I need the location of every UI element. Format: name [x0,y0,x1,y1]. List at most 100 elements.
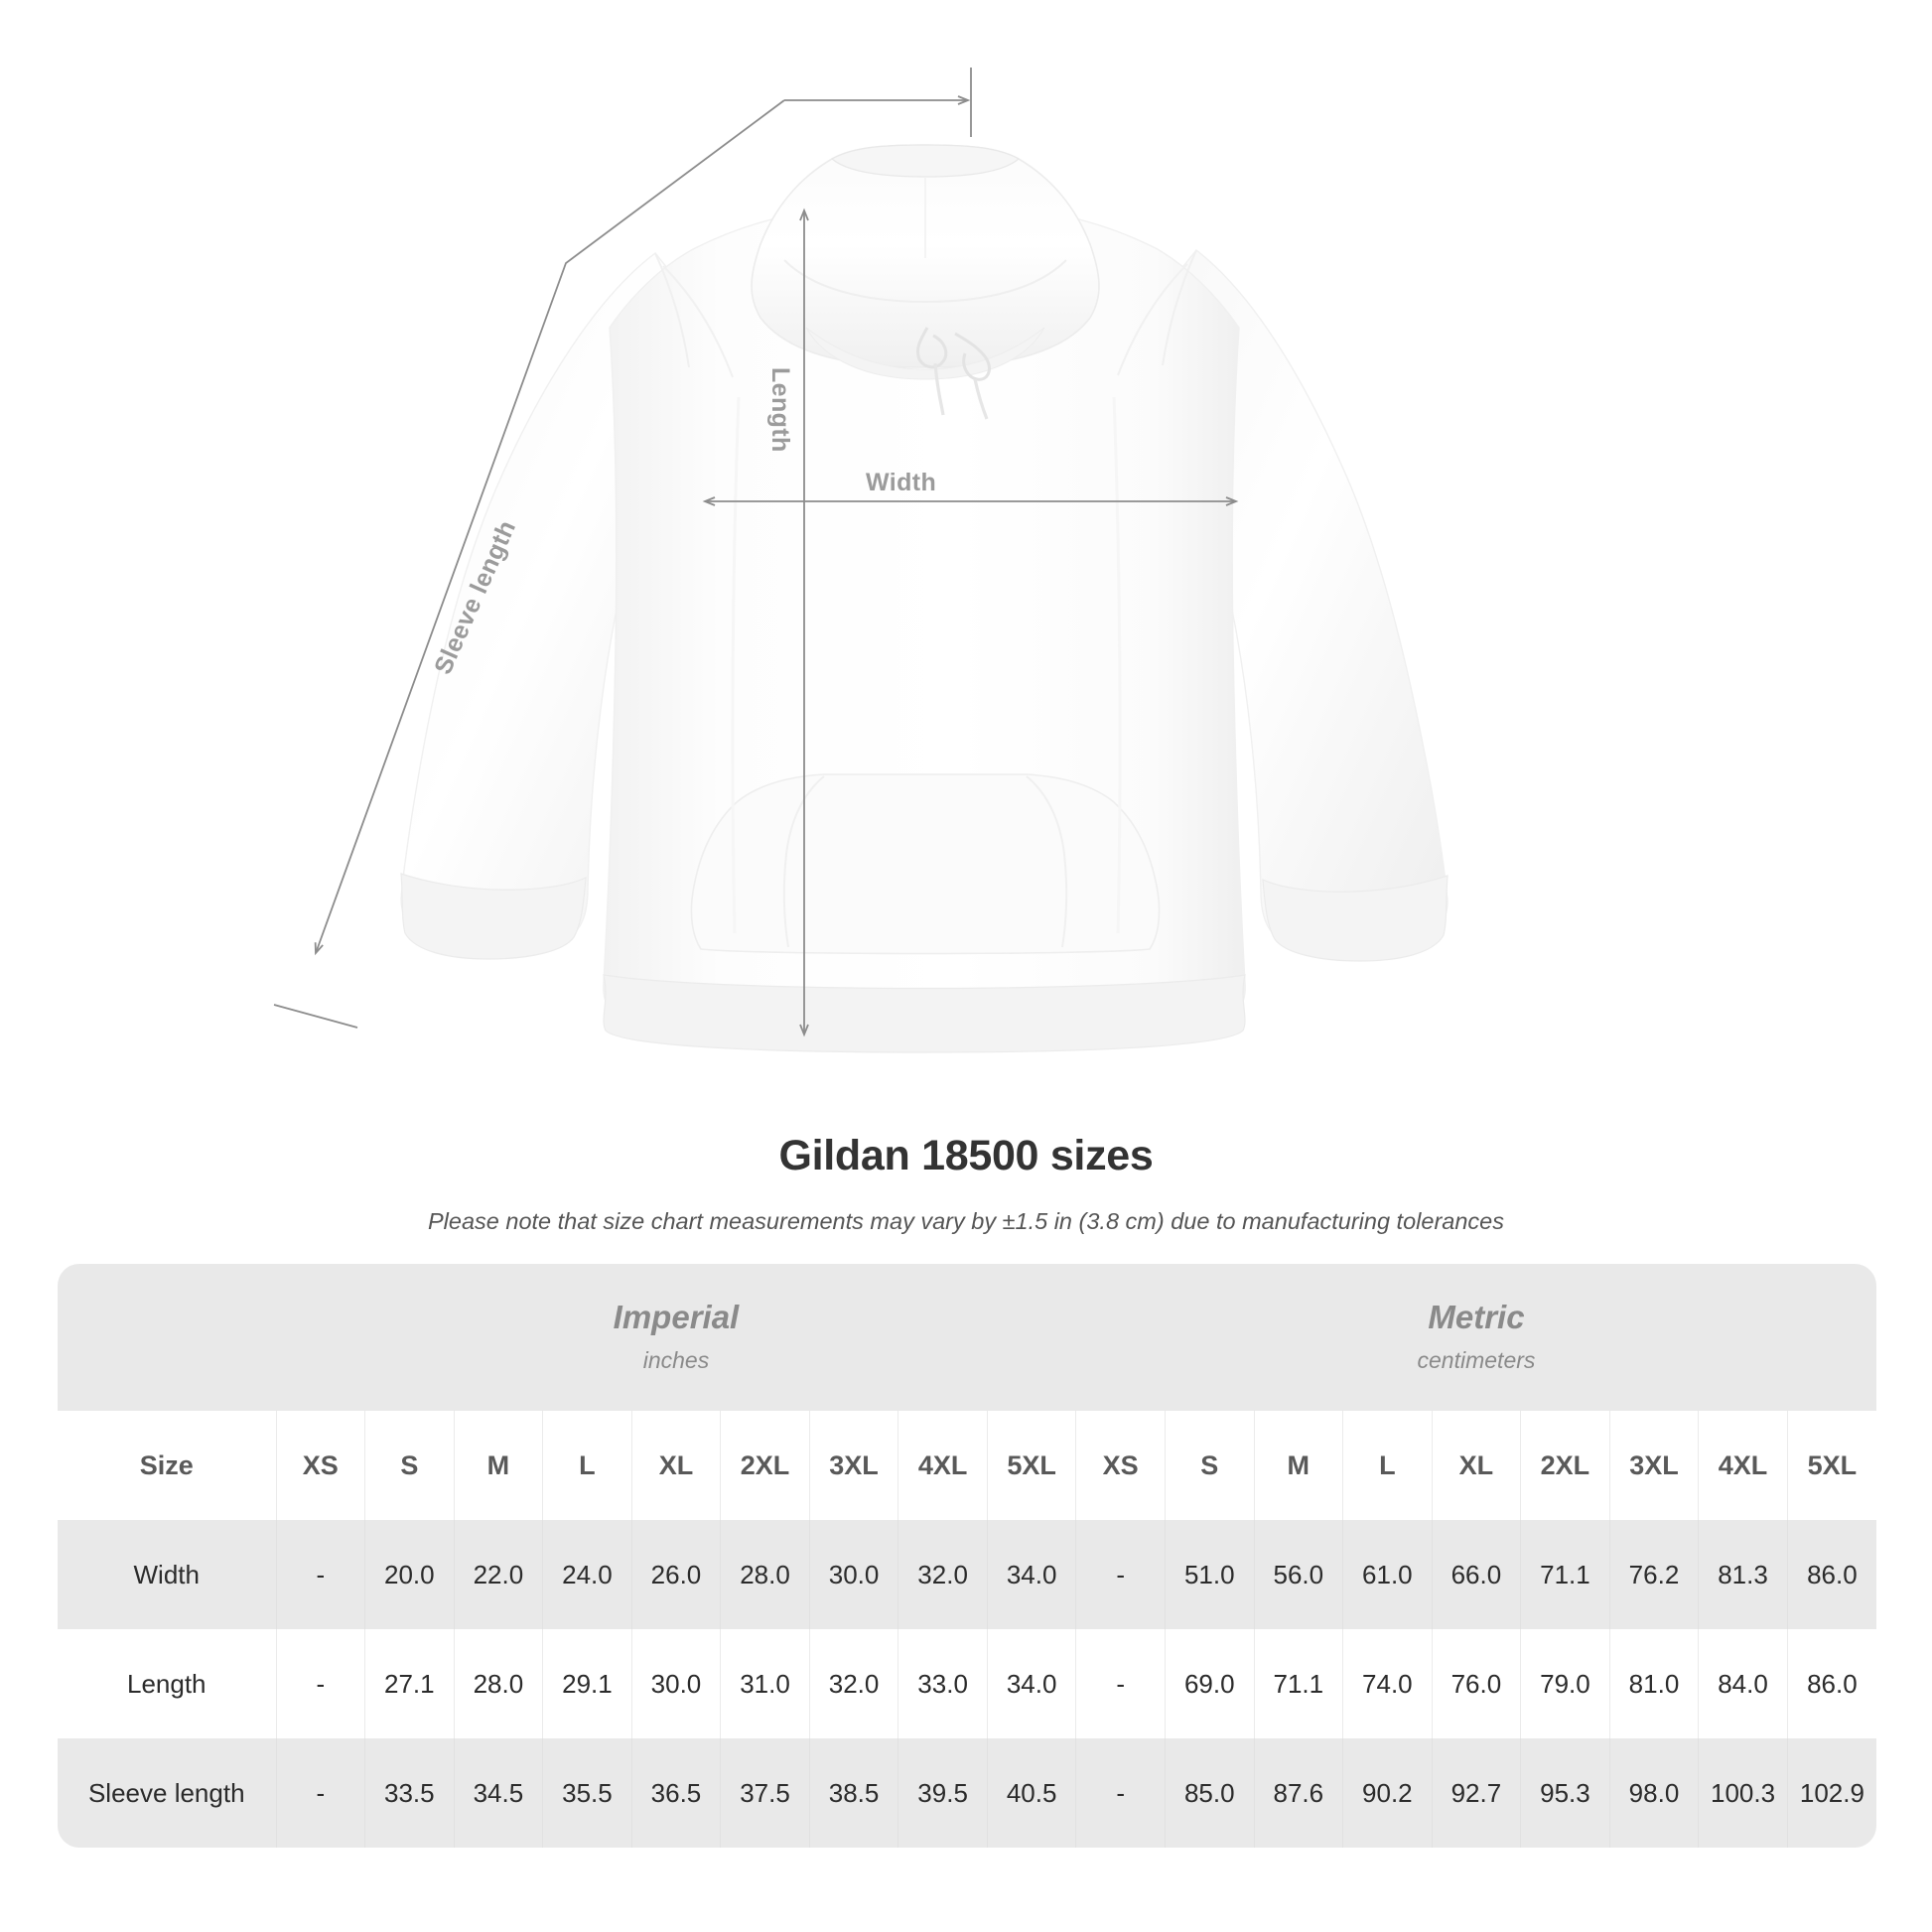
row-label-width: Width [58,1520,277,1629]
cell-sleeve-length-metric-4xl: 100.3 [1698,1738,1788,1848]
cell-width-metric-l: 61.0 [1342,1520,1433,1629]
cell-length-imperial-m: 28.0 [454,1629,544,1738]
cell-width-imperial-xs: - [276,1520,366,1629]
size-header-imperial-m: M [454,1411,544,1520]
size-header-metric-3xl: 3XL [1609,1411,1700,1520]
length-label: Length [766,367,794,453]
size-header-row: Size XS S M L XL 2XL 3XL 4XL 5XL XS S M L XL 2XL 3XL 4XL 5… [58,1411,1876,1520]
cell-sleeve-length-metric-xs: - [1075,1738,1166,1848]
table-row: Length -27.1 28.0 29.1 30.0 31.0 32.0 33.0 34.0-… [58,1629,1876,1738]
size-header-metric-s: S [1165,1411,1255,1520]
cell-length-metric-5xl: 86.0 [1787,1629,1876,1738]
page-title: Gildan 18500 sizes [778,1132,1154,1179]
cell-length-metric-xl: 76.0 [1432,1629,1522,1738]
cell-sleeve-length-imperial-l: 35.5 [542,1738,632,1848]
size-header-imperial-2xl: 2XL [720,1411,810,1520]
cell-length-imperial-4xl: 33.0 [897,1629,988,1738]
cell-sleeve-length-imperial-s: 33.5 [364,1738,455,1848]
size-header-metric-5xl: 5XL [1787,1411,1876,1520]
size-chart-table-wrap: Imperial inches Metric centimeters Size XS S M L… [58,1264,1876,1848]
cell-length-imperial-l: 29.1 [542,1629,632,1738]
cell-width-metric-xs: - [1075,1520,1166,1629]
size-header-metric-l: L [1342,1411,1433,1520]
cell-width-imperial-xl: 26.0 [631,1520,722,1629]
garment-measurement-diagram: Length Width Sleeve length [273,68,1449,1053]
cell-length-imperial-2xl: 31.0 [720,1629,810,1738]
size-header-imperial-5xl: 5XL [987,1411,1077,1520]
cell-width-imperial-3xl: 30.0 [809,1520,899,1629]
cell-sleeve-length-imperial-m: 34.5 [454,1738,544,1848]
size-header-metric-4xl: 4XL [1698,1411,1788,1520]
cell-sleeve-length-imperial-xl: 36.5 [631,1738,722,1848]
unit-system-name: Metric [1428,1299,1525,1336]
unit-system-cell-imperial: Imperial inches [276,1264,1076,1411]
cell-sleeve-length-imperial-4xl: 39.5 [897,1738,988,1848]
cell-sleeve-length-imperial-2xl: 37.5 [720,1738,810,1848]
size-header-imperial-xs: XS [276,1411,366,1520]
cell-width-imperial-s: 20.0 [364,1520,455,1629]
unit-system-cell-metric: Metric centimeters [1075,1264,1876,1411]
cell-length-metric-m: 71.1 [1254,1629,1344,1738]
cell-sleeve-length-imperial-xs: - [276,1738,366,1848]
cell-sleeve-length-imperial-5xl: 40.5 [987,1738,1077,1848]
cell-width-imperial-2xl: 28.0 [720,1520,810,1629]
size-header-imperial-xl: XL [631,1411,722,1520]
table-row: Width -20.0 22.0 24.0 26.0 28.0 30.0 32.0 34.0-5… [58,1520,1876,1629]
cell-width-metric-2xl: 71.1 [1520,1520,1610,1629]
cell-width-metric-s: 51.0 [1165,1520,1255,1629]
unit-system-banner-row: Imperial inches Metric centimeters [58,1264,1876,1411]
cell-length-metric-l: 74.0 [1342,1629,1433,1738]
width-label: Width [866,469,937,496]
cell-width-imperial-4xl: 32.0 [897,1520,988,1629]
cell-length-imperial-3xl: 32.0 [809,1629,899,1738]
unit-system-name: Imperial [613,1299,740,1336]
size-header-imperial-3xl: 3XL [809,1411,899,1520]
tolerance-note: Please note that size chart measurements… [428,1208,1504,1234]
diagram-svg [273,68,1449,1053]
cell-sleeve-length-metric-xl: 92.7 [1432,1738,1522,1848]
cell-width-imperial-l: 24.0 [542,1520,632,1629]
unit-name: centimeters [1417,1346,1536,1373]
cell-sleeve-length-metric-2xl: 95.3 [1520,1738,1610,1848]
banner-spacer-cell [58,1264,276,1411]
cell-sleeve-length-metric-m: 87.6 [1254,1738,1344,1848]
cell-sleeve-length-imperial-3xl: 38.5 [809,1738,899,1848]
cell-width-metric-m: 56.0 [1254,1520,1344,1629]
size-header-metric-m: M [1254,1411,1344,1520]
cell-sleeve-length-metric-s: 85.0 [1165,1738,1255,1848]
size-header-metric-xs: XS [1075,1411,1166,1520]
cell-length-imperial-s: 27.1 [364,1629,455,1738]
cell-length-metric-xs: - [1075,1629,1166,1738]
size-chart-table: Imperial inches Metric centimeters Size XS S M L… [58,1264,1876,1848]
cell-length-metric-2xl: 79.0 [1520,1629,1610,1738]
cell-width-metric-5xl: 86.0 [1787,1520,1876,1629]
cell-width-imperial-m: 22.0 [454,1520,544,1629]
cell-length-imperial-5xl: 34.0 [987,1629,1077,1738]
row-label-sleeve-length: Sleeve length [58,1738,277,1848]
size-header-imperial-4xl: 4XL [897,1411,988,1520]
cell-length-metric-4xl: 84.0 [1698,1629,1788,1738]
cell-length-metric-3xl: 81.0 [1609,1629,1700,1738]
size-header-metric-xl: XL [1432,1411,1522,1520]
size-header-imperial-l: L [542,1411,632,1520]
title-block: Gildan 18500 sizes Please note that size… [0,1132,1932,1235]
measurement-lines [273,68,1239,1037]
cell-sleeve-length-metric-3xl: 98.0 [1609,1738,1700,1848]
cell-length-metric-s: 69.0 [1165,1629,1255,1738]
sleeve-bottom-tick [273,1004,358,1029]
cell-width-metric-4xl: 81.3 [1698,1520,1788,1629]
table-row: Sleeve length -33.5 34.5 35.5 36.5 37.5 38.5 39… [58,1738,1876,1848]
cell-sleeve-length-metric-5xl: 102.9 [1787,1738,1876,1848]
cell-sleeve-length-metric-l: 90.2 [1342,1738,1433,1848]
size-header-label: Size [58,1411,277,1520]
cell-width-imperial-5xl: 34.0 [987,1520,1077,1629]
sleeve-dimension-line [314,99,785,956]
unit-name: inches [642,1346,710,1373]
hoodie-illustration [400,144,1449,1053]
size-header-imperial-s: S [364,1411,455,1520]
cell-width-metric-3xl: 76.2 [1609,1520,1700,1629]
cell-length-imperial-xl: 30.0 [631,1629,722,1738]
size-header-metric-2xl: 2XL [1520,1411,1610,1520]
cell-length-imperial-xs: - [276,1629,366,1738]
